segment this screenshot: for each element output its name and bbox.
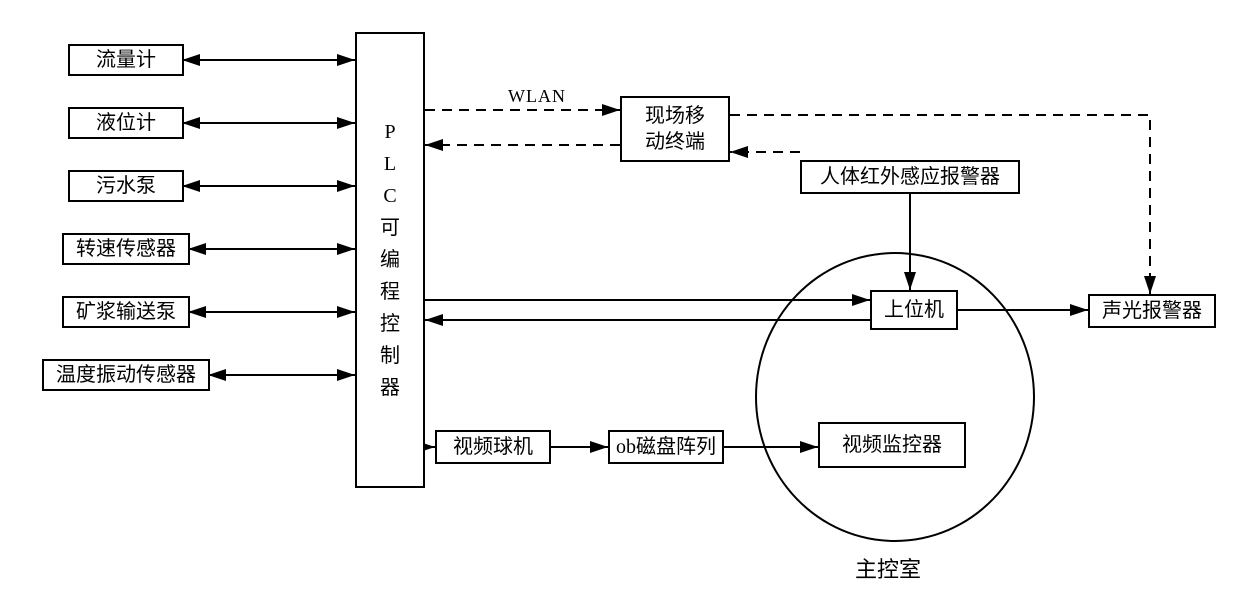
node-label: 视频球机: [453, 435, 533, 459]
node-slurry-pump: 矿浆输送泵: [62, 296, 190, 328]
node-label: 污水泵: [96, 174, 156, 198]
node-flow-meter: 流量计: [68, 44, 184, 76]
label-control-room: 主控室: [855, 552, 921, 584]
node-level-meter: 液位计: [68, 107, 184, 139]
node-camera: 视频球机: [435, 430, 551, 464]
node-label: 温度振动传感器: [56, 363, 196, 387]
node-label: 液位计: [96, 111, 156, 135]
node-sewage-pump: 污水泵: [68, 170, 184, 202]
node-host-computer: 上位机: [870, 290, 958, 330]
node-mobile-terminal: 现场移动终端: [620, 96, 730, 162]
node-label: 上位机: [884, 298, 944, 322]
node-alarm: 声光报警器: [1088, 294, 1216, 328]
label-wlan: WLAN: [508, 86, 566, 107]
node-plc: PLC可编程控制器: [355, 32, 425, 488]
node-label: PLC可编程控制器: [380, 116, 400, 404]
node-label: 视频监控器: [842, 433, 942, 457]
node-label: 矿浆输送泵: [76, 300, 176, 324]
node-label: 流量计: [96, 48, 156, 72]
node-speed-sensor: 转速传感器: [62, 233, 190, 265]
node-label: 磁盘阵列: [636, 435, 716, 459]
node-label: 转速传感器: [76, 237, 176, 261]
node-ir-sensor: 人体红外感应报警器: [800, 160, 1020, 194]
diagram-canvas: 流量计 液位计 污水泵 转速传感器 矿浆输送泵 温度振动传感器 PLC可编程控制…: [0, 0, 1240, 597]
node-label: 人体红外感应报警器: [820, 165, 1000, 189]
node-video-monitor: 视频监控器: [818, 422, 966, 468]
node-temp-vib-sensor: 温度振动传感器: [42, 359, 210, 391]
node-disk-array: ob 磁盘阵列: [608, 430, 724, 464]
node-label: 现场移动终端: [645, 103, 705, 155]
node-label: 声光报警器: [1102, 299, 1202, 323]
